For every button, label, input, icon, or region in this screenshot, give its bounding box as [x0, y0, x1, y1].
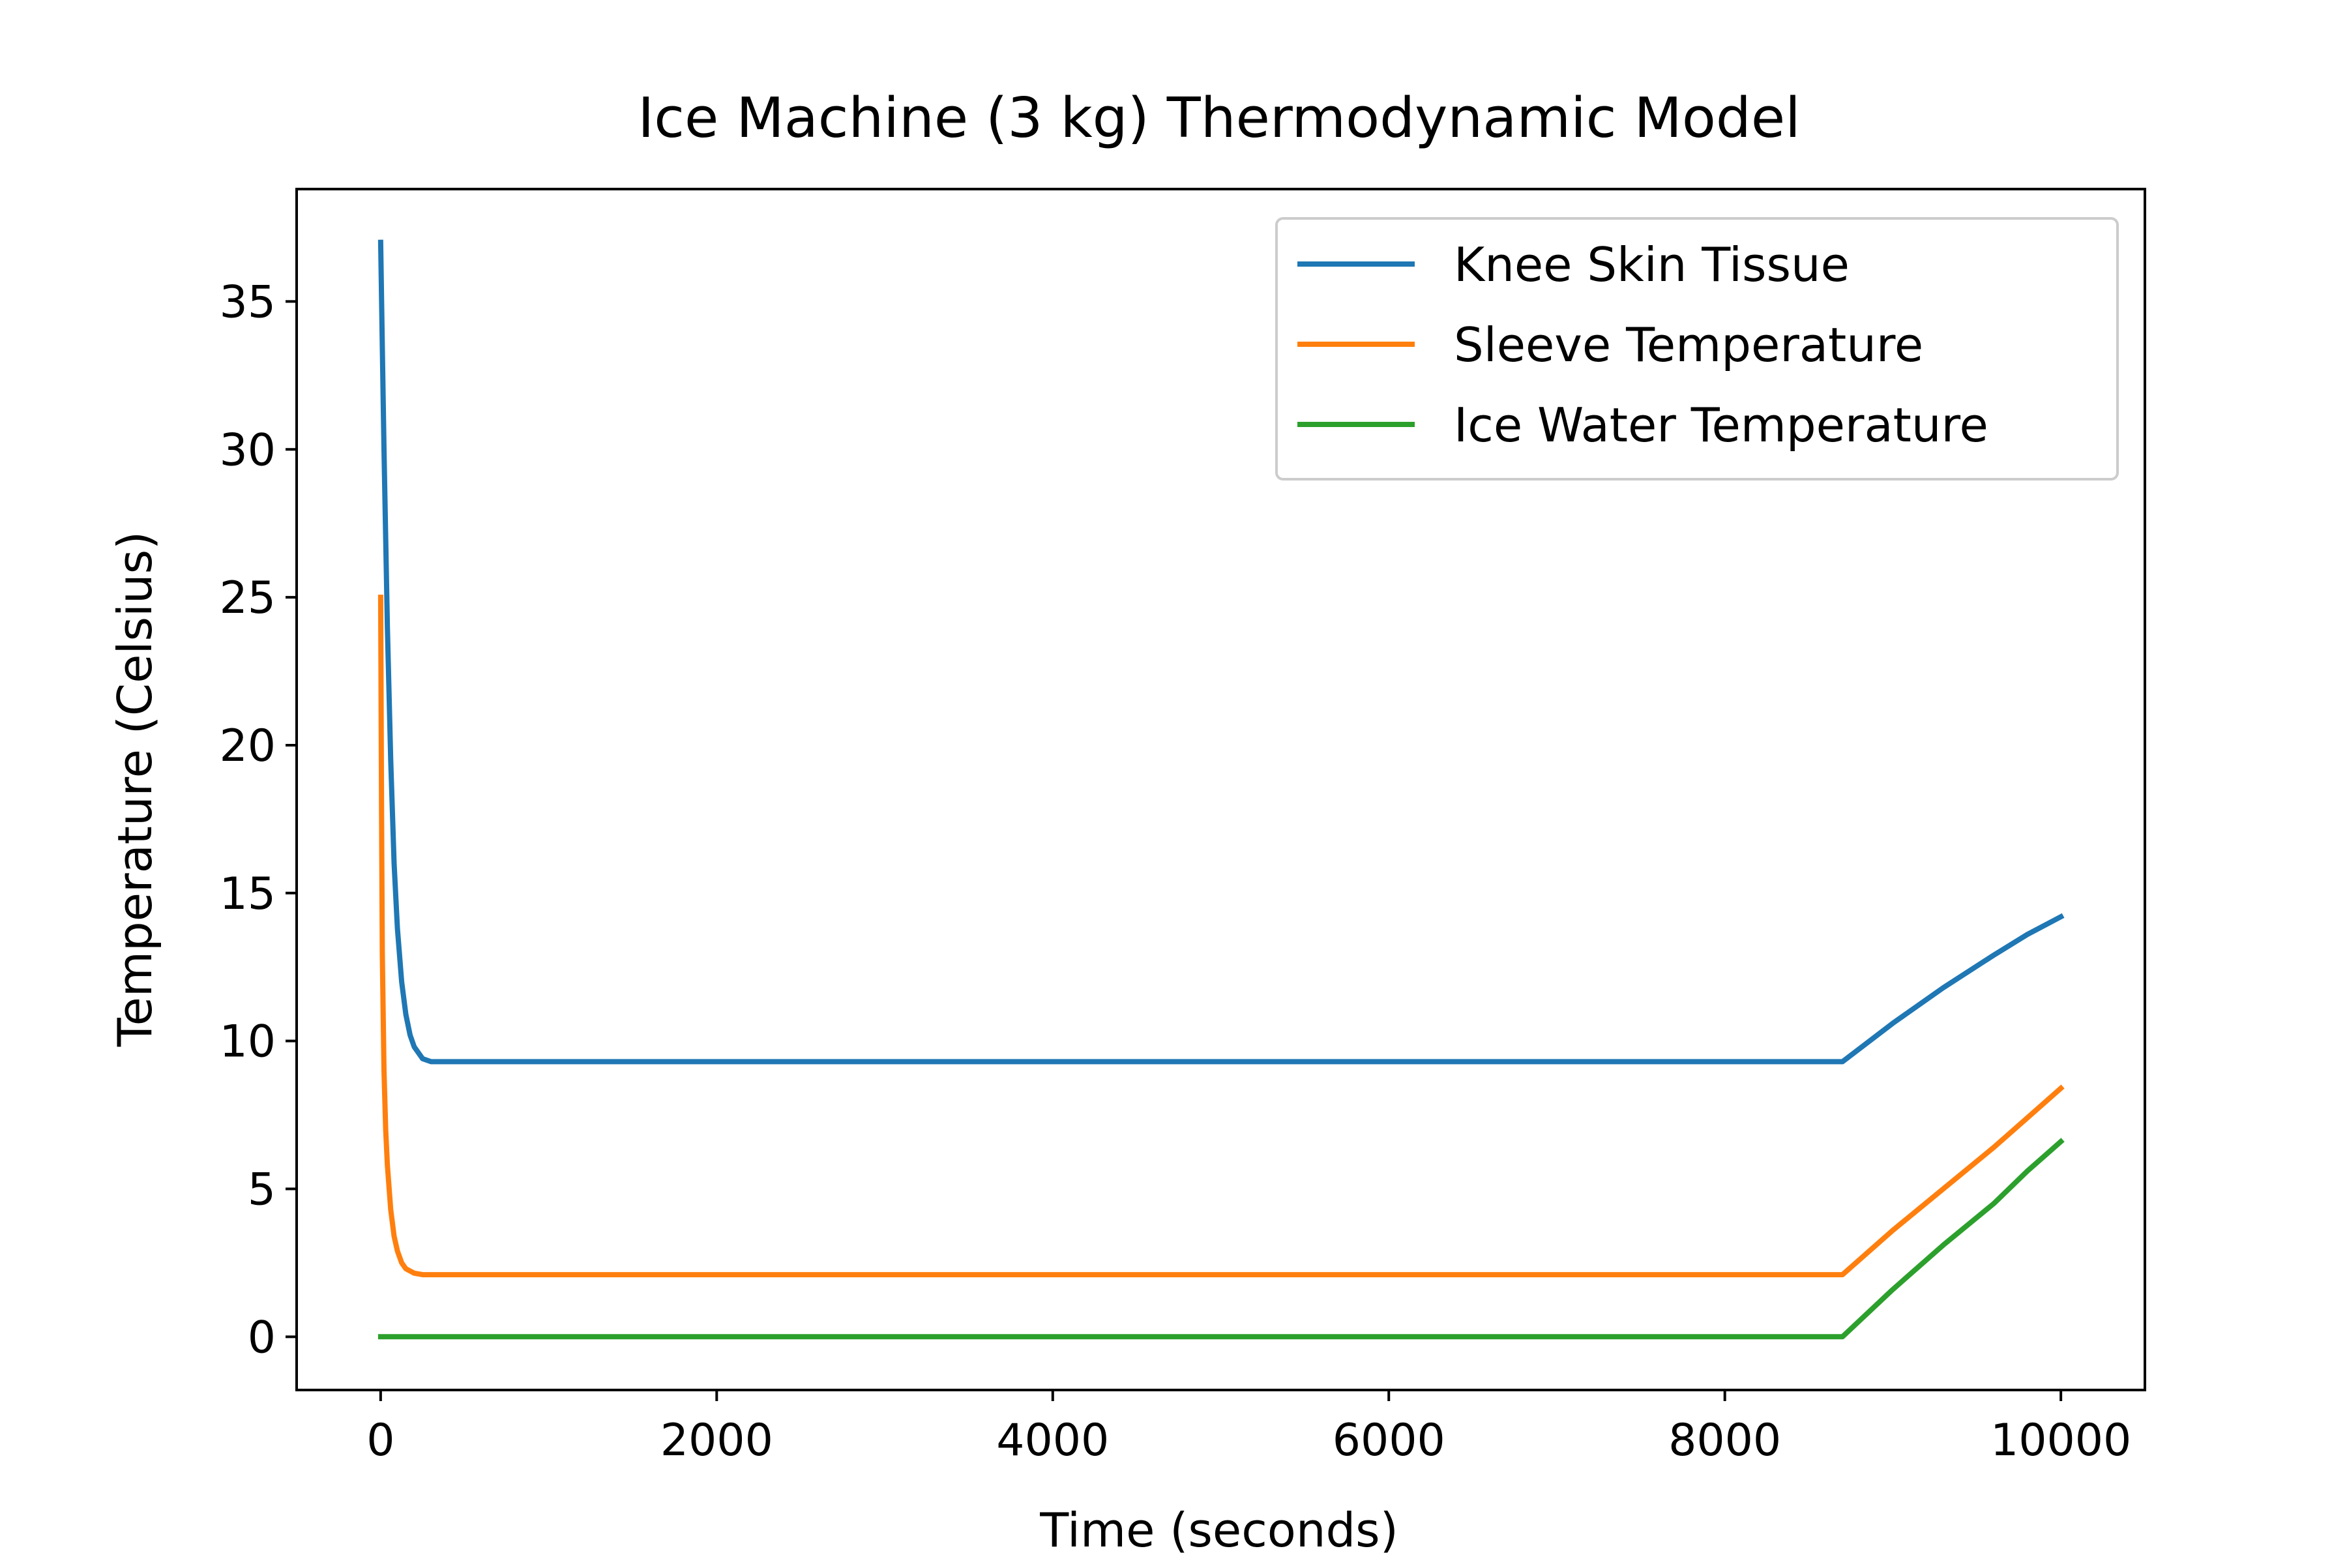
y-tick-label: 35 — [219, 276, 276, 328]
x-axis-label: Time (seconds) — [1039, 1503, 1398, 1558]
plot-area: 0 2000 4000 6000 8000 10000 0 5 10 15 20 25 30 35 Knee… — [219, 188, 2146, 1466]
x-tick-label: 8000 — [1668, 1415, 1781, 1466]
x-tick-label: 10000 — [1990, 1415, 2131, 1466]
chart-title: Ice Machine (3 kg) Thermodynamic Model — [638, 86, 1801, 151]
axes-frame — [295, 188, 2146, 1391]
y-tick-label: 20 — [219, 720, 276, 772]
series-line-knee-skin-tissue — [377, 239, 2065, 1065]
legend: Knee Skin Tissue Sleeve Temperature Ice Wa… — [1275, 217, 2119, 481]
y-tick-label: 0 — [248, 1312, 276, 1363]
legend-label: Sleeve Temperature — [1454, 318, 1923, 372]
y-tick-label: 30 — [219, 424, 276, 476]
y-tick-label: 25 — [219, 572, 276, 624]
x-tick-label: 0 — [366, 1415, 394, 1466]
y-tick-label: 5 — [248, 1164, 276, 1215]
y-tick-label: 15 — [219, 868, 276, 920]
legend-label: Ice Water Temperature — [1454, 398, 1988, 452]
legend-label: Knee Skin Tissue — [1454, 237, 1850, 292]
x-tick-label: 6000 — [1333, 1415, 1445, 1466]
x-tick-label: 4000 — [996, 1415, 1109, 1466]
series-line-sleeve-temperature — [377, 595, 2065, 1278]
y-axis-label: Temperature (Celsius) — [108, 531, 162, 1047]
x-tick-label: 2000 — [660, 1415, 773, 1466]
legend-box — [1275, 217, 2119, 481]
y-tick-label: 10 — [219, 1016, 276, 1068]
series-line-ice-water-temperature — [377, 1138, 2065, 1340]
